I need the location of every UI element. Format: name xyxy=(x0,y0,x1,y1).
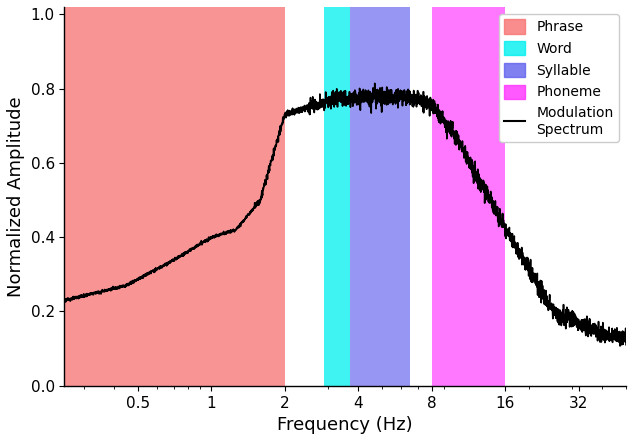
X-axis label: Frequency (Hz): Frequency (Hz) xyxy=(277,416,413,434)
Bar xyxy=(432,7,505,386)
Legend: Phrase, Word, Syllable, Phoneme, Modulation
Spectrum: Phrase, Word, Syllable, Phoneme, Modulat… xyxy=(499,14,619,142)
Bar xyxy=(350,7,410,386)
Y-axis label: Normalized Amplitude: Normalized Amplitude xyxy=(7,96,25,297)
Bar xyxy=(324,7,350,386)
Bar xyxy=(65,7,285,386)
